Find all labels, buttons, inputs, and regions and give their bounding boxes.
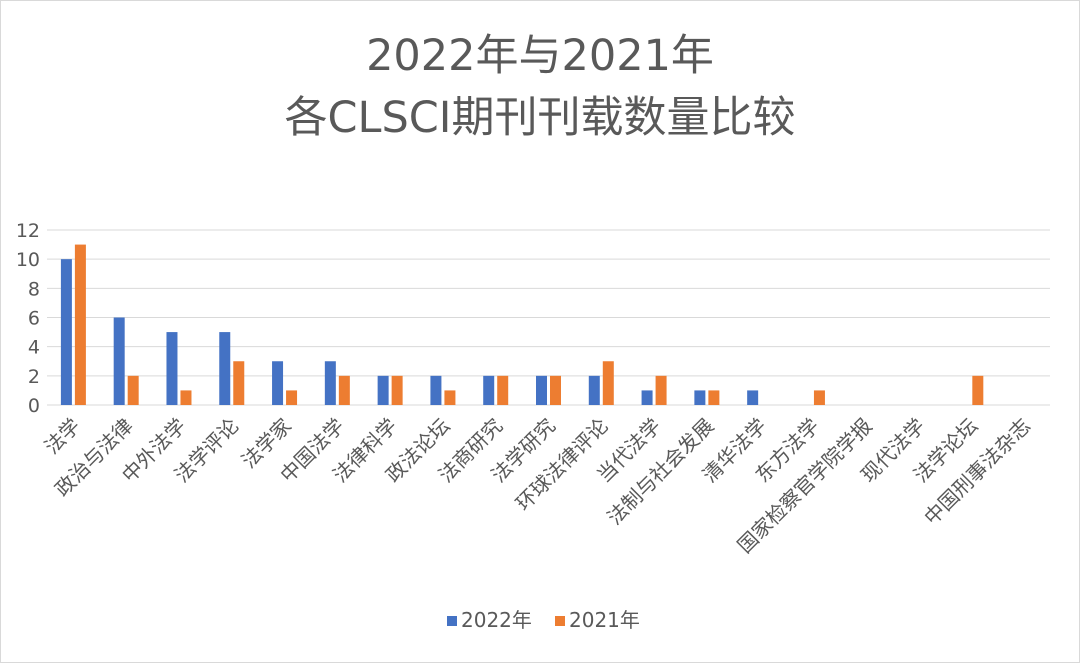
y-tick-label: 4 bbox=[28, 337, 40, 359]
bar-series-1 bbox=[536, 375, 547, 405]
bar-series-2 bbox=[338, 375, 350, 405]
bar-series-2 bbox=[233, 361, 245, 405]
y-axis-tick-labels: 0 2 4 6 8 10 12 bbox=[16, 220, 40, 417]
y-tick-label: 2 bbox=[28, 366, 40, 388]
bar-series-1 bbox=[694, 390, 706, 405]
bar-series-1 bbox=[641, 390, 653, 405]
bar-series-1 bbox=[483, 375, 495, 405]
bar-series-2 bbox=[74, 244, 86, 405]
bar-series-1 bbox=[588, 375, 600, 405]
y-tick-label: 8 bbox=[28, 278, 40, 300]
y-tick-label: 6 bbox=[28, 308, 40, 330]
legend-label: 2021年 bbox=[569, 608, 640, 632]
bar-series-2 bbox=[286, 390, 298, 405]
chart-title-line-1: 2022年与2021年 bbox=[366, 31, 714, 81]
legend-swatch bbox=[447, 616, 457, 626]
bar-series-1 bbox=[113, 317, 125, 405]
bar-series-1 bbox=[377, 375, 389, 405]
bars bbox=[60, 244, 984, 405]
bar-series-2 bbox=[602, 361, 614, 405]
bar-series-2 bbox=[655, 375, 667, 405]
chart-title-line-2: 各CLSCI期刊刊载数量比较 bbox=[285, 93, 796, 143]
y-tick-label: 0 bbox=[28, 395, 40, 417]
y-tick-label: 10 bbox=[16, 249, 40, 271]
bar-series-1 bbox=[430, 375, 442, 405]
x-axis-category-labels: 法学政治与法律中外法学法学评论法学家中国法学法律科学政法论坛法商研究法学研究环球… bbox=[40, 414, 1035, 558]
bar-series-1 bbox=[166, 332, 178, 405]
legend: 2022年 2021年 bbox=[447, 608, 640, 632]
bar-series-2 bbox=[497, 375, 509, 405]
bar-series-1 bbox=[60, 259, 72, 405]
y-tick-label: 12 bbox=[16, 220, 40, 242]
bar-series-1 bbox=[747, 390, 759, 405]
bar-series-2 bbox=[444, 390, 456, 405]
bar-series-1 bbox=[219, 332, 231, 405]
bar-series-2 bbox=[813, 390, 825, 405]
bar-series-1 bbox=[272, 361, 284, 405]
bar-series-2 bbox=[972, 375, 984, 405]
bar-series-2 bbox=[550, 375, 561, 405]
legend-label: 2022年 bbox=[461, 608, 532, 632]
chart-title: 2022年与2021年 各CLSCI期刊刊载数量比较 bbox=[285, 31, 796, 143]
bar-series-2 bbox=[127, 375, 139, 405]
gridlines bbox=[47, 229, 1050, 406]
x-category-label: 法学 bbox=[40, 414, 85, 459]
legend-swatch bbox=[555, 616, 565, 626]
bar-series-2 bbox=[180, 390, 192, 405]
bar-series-2 bbox=[708, 390, 720, 405]
bar-series-1 bbox=[324, 361, 336, 405]
bar-series-2 bbox=[391, 375, 403, 405]
